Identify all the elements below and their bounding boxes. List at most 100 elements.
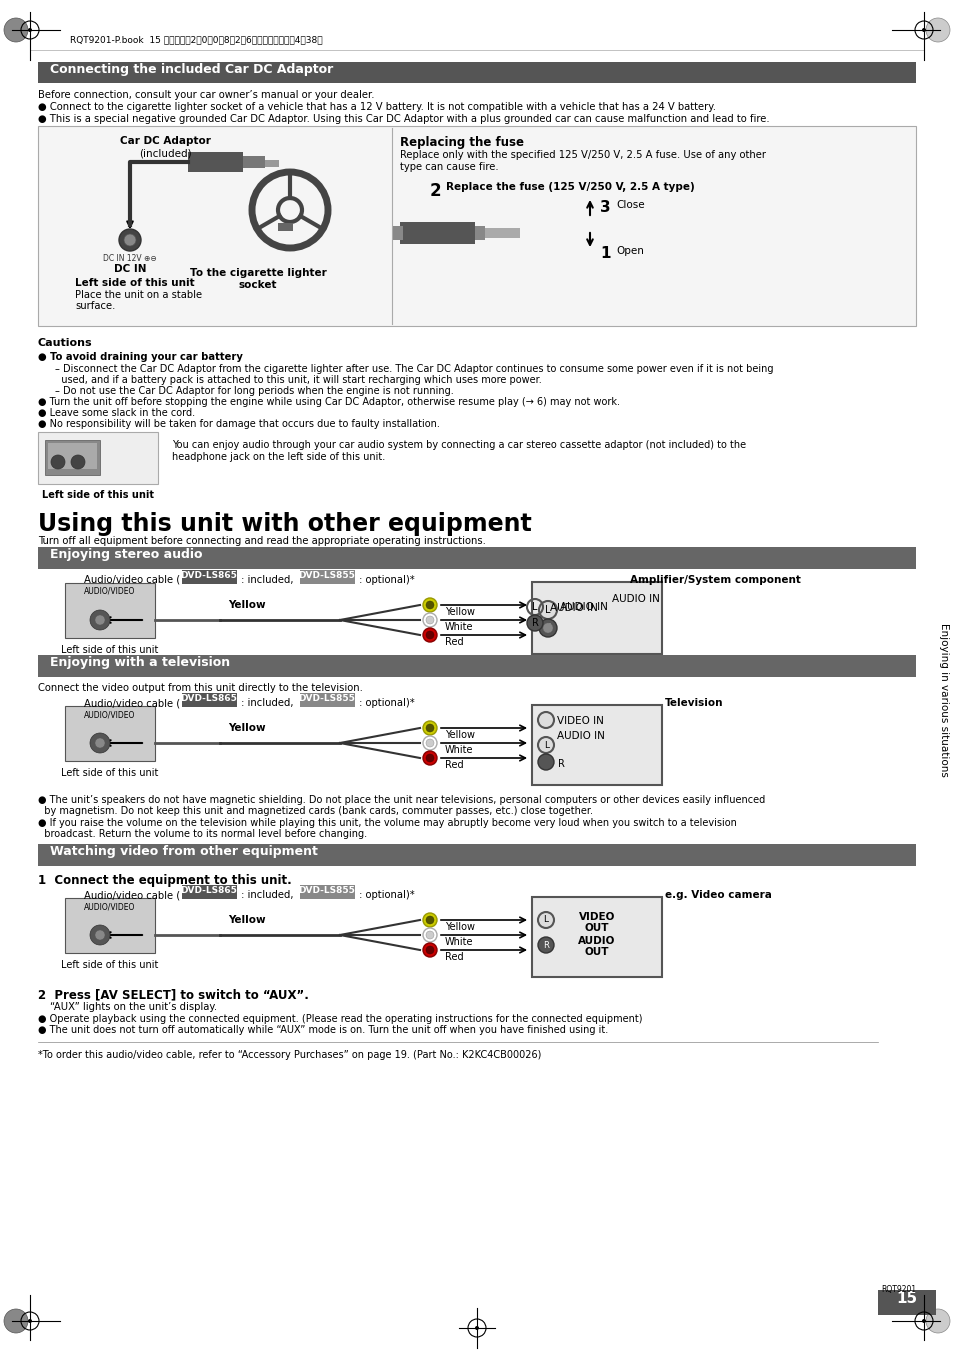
Circle shape	[422, 928, 436, 942]
Bar	[877, 1290, 935, 1315]
Text: L: L	[543, 916, 548, 924]
Text: AUDIO IN: AUDIO IN	[559, 603, 607, 612]
Text: Place the unit on a stable: Place the unit on a stable	[75, 290, 202, 300]
Text: ● The unit’s speakers do not have magnetic shielding. Do not place the unit near: ● The unit’s speakers do not have magnet…	[38, 794, 764, 805]
Text: Turn off all equipment before connecting and read the appropriate operating inst: Turn off all equipment before connecting…	[38, 536, 485, 546]
Text: ● The unit does not turn off automatically while “AUX” mode is on. Turn the unit: ● The unit does not turn off automatical…	[38, 1025, 608, 1035]
Text: VIDEO IN: VIDEO IN	[557, 716, 603, 725]
Text: ● Operate playback using the connected equipment. (Please read the operating ins: ● Operate playback using the connected e…	[38, 1015, 641, 1024]
Circle shape	[542, 623, 553, 634]
Text: by magnetism. Do not keep this unit and magnetized cards (bank cards, commuter p: by magnetism. Do not keep this unit and …	[38, 807, 593, 816]
Text: ● Connect to the cigarette lighter socket of a vehicle that has a 12 V battery. : ● Connect to the cigarette lighter socke…	[38, 101, 716, 112]
Circle shape	[124, 234, 136, 246]
Text: Replacing the fuse: Replacing the fuse	[399, 136, 523, 149]
Text: Yellow: Yellow	[444, 607, 475, 617]
Text: Yellow: Yellow	[228, 723, 265, 734]
Bar	[38, 126, 915, 326]
Bar	[399, 222, 475, 245]
Text: Using this unit with other equipment: Using this unit with other equipment	[38, 512, 531, 536]
Bar	[45, 440, 100, 476]
Text: surface.: surface.	[75, 301, 115, 311]
Circle shape	[426, 724, 434, 732]
Bar	[299, 693, 355, 707]
Text: Left side of this unit: Left side of this unit	[42, 490, 153, 500]
Text: Amplifier/System component: Amplifier/System component	[629, 576, 800, 585]
Text: Left side of this unit: Left side of this unit	[61, 961, 158, 970]
Text: To the cigarette lighter: To the cigarette lighter	[190, 267, 326, 278]
Text: DVD-LS855: DVD-LS855	[298, 571, 355, 580]
Text: White: White	[444, 744, 473, 755]
Text: Close: Close	[616, 200, 644, 209]
Bar	[38, 655, 915, 677]
Circle shape	[422, 628, 436, 642]
Circle shape	[95, 738, 105, 748]
Text: (included): (included)	[138, 149, 192, 158]
Text: VIDEO: VIDEO	[578, 912, 615, 921]
Text: Audio/video cable (: Audio/video cable (	[84, 576, 180, 585]
Text: DVD-LS865: DVD-LS865	[180, 694, 237, 703]
Circle shape	[475, 1325, 478, 1329]
Circle shape	[28, 1319, 32, 1323]
Text: Left side of this unit: Left side of this unit	[75, 278, 194, 288]
Circle shape	[526, 615, 542, 631]
Text: 3: 3	[599, 200, 610, 215]
Circle shape	[4, 1309, 28, 1333]
Circle shape	[426, 616, 434, 624]
Text: AUDIO/VIDEO: AUDIO/VIDEO	[84, 711, 135, 719]
Text: : optional)*: : optional)*	[355, 890, 415, 900]
Circle shape	[538, 619, 557, 638]
Circle shape	[426, 916, 434, 924]
Text: : included,: : included,	[237, 576, 296, 585]
Text: 15: 15	[896, 1292, 917, 1306]
Bar	[65, 707, 154, 761]
Bar	[38, 547, 915, 569]
Bar	[299, 885, 355, 898]
Bar	[38, 62, 915, 82]
Bar	[65, 584, 154, 638]
Text: ●: ●	[38, 353, 50, 362]
Text: Red: Red	[444, 761, 463, 770]
Circle shape	[90, 611, 110, 630]
Text: 2  Press [AV SELECT] to switch to “AUX”.: 2 Press [AV SELECT] to switch to “AUX”.	[38, 988, 309, 1001]
Circle shape	[71, 455, 85, 469]
Circle shape	[537, 738, 554, 753]
Text: : optional)*: : optional)*	[355, 698, 415, 708]
Bar	[243, 155, 265, 168]
Text: Yellow: Yellow	[444, 730, 475, 740]
Text: R: R	[531, 617, 537, 628]
Bar	[484, 228, 519, 238]
Circle shape	[426, 739, 434, 747]
Circle shape	[426, 601, 434, 609]
Text: L: L	[545, 605, 550, 615]
Circle shape	[537, 754, 554, 770]
Circle shape	[4, 18, 28, 42]
Circle shape	[28, 28, 32, 32]
Bar	[299, 570, 355, 584]
Text: AUDIO/VIDEO: AUDIO/VIDEO	[84, 902, 135, 911]
Circle shape	[537, 912, 554, 928]
Text: e.g. Video camera: e.g. Video camera	[664, 890, 771, 900]
Text: – Disconnect the Car DC Adaptor from the cigarette lighter after use. The Car DC: – Disconnect the Car DC Adaptor from the…	[55, 363, 773, 374]
Text: – Do not use the Car DC Adaptor for long periods when the engine is not running.: – Do not use the Car DC Adaptor for long…	[55, 386, 454, 396]
Circle shape	[422, 613, 436, 627]
Text: Yellow: Yellow	[444, 921, 475, 932]
Text: Enjoying in various situations: Enjoying in various situations	[938, 623, 948, 777]
Text: R: R	[558, 759, 564, 769]
Text: Red: Red	[444, 638, 463, 647]
Circle shape	[538, 601, 557, 619]
Text: : included,: : included,	[237, 698, 296, 708]
Text: Red: Red	[444, 952, 463, 962]
Text: Connecting the included Car DC Adaptor: Connecting the included Car DC Adaptor	[50, 63, 333, 76]
Bar	[277, 223, 293, 231]
Circle shape	[422, 598, 436, 612]
Circle shape	[925, 1309, 949, 1333]
Text: RQT9201-P.book  15 ページ　　2　0　0　8年2月6日　水曜日　午後4時38分: RQT9201-P.book 15 ページ 2 0 0 8年2月6日 水曜日 午…	[70, 35, 322, 45]
Circle shape	[95, 929, 105, 940]
Circle shape	[426, 946, 434, 954]
Bar	[532, 897, 661, 977]
Text: Left side of this unit: Left side of this unit	[61, 767, 158, 778]
Text: Enjoying stereo audio: Enjoying stereo audio	[50, 549, 202, 561]
Text: L: L	[532, 603, 537, 612]
Text: broadcast. Return the volume to its normal level before changing.: broadcast. Return the volume to its norm…	[38, 830, 367, 839]
Text: ● No responsibility will be taken for damage that occurs due to faulty installat: ● No responsibility will be taken for da…	[38, 419, 439, 430]
